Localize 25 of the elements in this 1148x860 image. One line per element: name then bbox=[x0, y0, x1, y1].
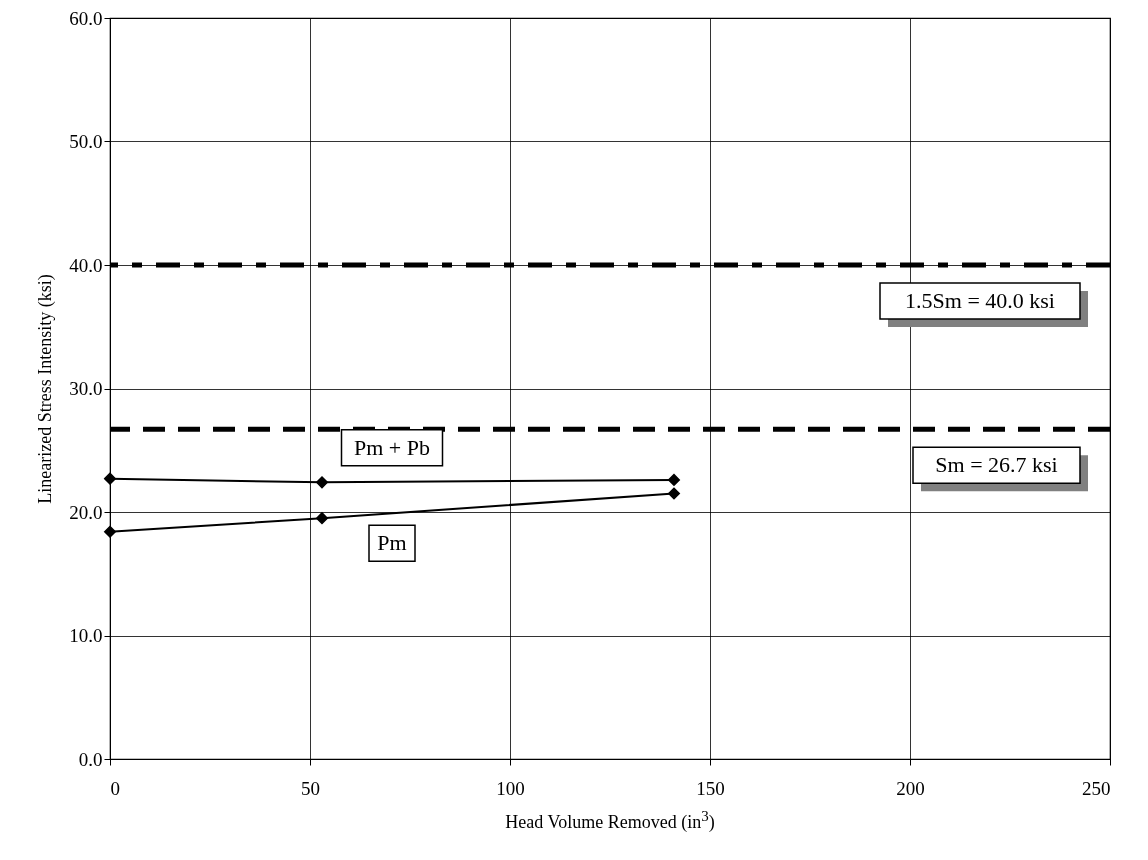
point bbox=[668, 487, 680, 500]
y-tick-label: 10.0 bbox=[69, 625, 103, 646]
y-tick-label: 0.0 bbox=[78, 748, 103, 770]
y-axis-title: Linearized Stress Intensity (ksi) bbox=[35, 274, 57, 504]
y-tick-label: 50.0 bbox=[69, 131, 103, 152]
series-label: Pm + Pb bbox=[354, 434, 430, 460]
x-tick-label: 200 bbox=[896, 777, 925, 799]
x-tick-label: 100 bbox=[496, 777, 525, 799]
x-tick-label: 150 bbox=[696, 777, 725, 799]
ref-line-label: Sm = 26.7 ksi bbox=[935, 452, 1058, 478]
y-tick-label: 30.0 bbox=[69, 378, 103, 399]
ref-line-label: 1.5Sm = 40.0 ksi bbox=[905, 288, 1055, 313]
x-tick-label: 250 bbox=[1082, 777, 1111, 799]
point bbox=[668, 473, 680, 486]
x-tick-label: 50 bbox=[301, 777, 320, 799]
x-tick-label: 0 bbox=[110, 777, 120, 799]
point bbox=[104, 525, 116, 538]
y-tick-label: 60.0 bbox=[69, 7, 103, 29]
point bbox=[104, 472, 116, 485]
point bbox=[316, 476, 328, 489]
y-tick-label: 20.0 bbox=[69, 501, 103, 523]
x-axis-title: Head Volume Removed (in$^{3}$) bbox=[504, 808, 716, 833]
point bbox=[316, 512, 328, 525]
y-tick-label: 40.0 bbox=[69, 254, 103, 276]
series-label: Pm bbox=[377, 530, 407, 556]
